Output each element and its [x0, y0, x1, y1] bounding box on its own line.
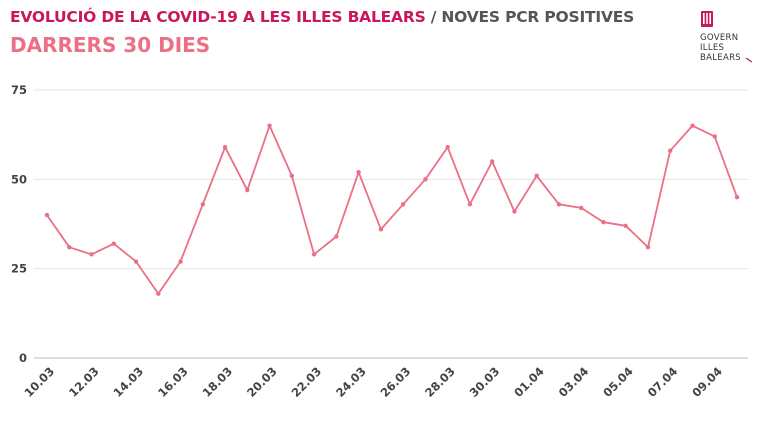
- data-point-0: [44, 212, 50, 218]
- x-tick-label-5: 20.03: [244, 364, 280, 400]
- data-point-3: [111, 241, 116, 246]
- x-tick-label-15: 09.04: [689, 364, 725, 400]
- data-point-10: [267, 123, 272, 128]
- chart-title: EVOLUCIÓ DE LA COVID-19 A LES ILLES BALE…: [10, 8, 634, 26]
- data-point-15: [378, 227, 384, 232]
- data-point-31: [734, 195, 740, 200]
- data-point-1: [67, 245, 72, 250]
- data-point-29: [690, 123, 695, 128]
- x-tick-label-1: 12.03: [66, 364, 102, 400]
- data-point-11: [289, 173, 295, 178]
- data-point-5: [156, 291, 161, 296]
- govern-logo: GOVERN ILLES BALEARS: [700, 10, 762, 66]
- coat-of-arms-icon: [701, 11, 713, 27]
- data-point-6: [178, 259, 183, 264]
- data-point-18: [445, 144, 450, 150]
- data-point-8: [222, 144, 228, 150]
- x-tick-label-12: 03.04: [556, 364, 592, 400]
- data-point-21: [512, 209, 517, 214]
- x-tick-label-3: 16.03: [155, 364, 191, 400]
- logo-line-3: BALEARS: [700, 53, 741, 63]
- title-sub: NOVES PCR POSITIVES: [441, 8, 635, 26]
- y-tick-label-3: 75: [11, 83, 27, 97]
- data-point-22: [534, 173, 539, 178]
- logo-text: GOVERN ILLES BALEARS: [700, 33, 741, 63]
- data-point-7: [200, 202, 206, 207]
- data-point-23: [556, 202, 562, 207]
- data-point-16: [400, 202, 406, 207]
- data-point-17: [423, 177, 428, 182]
- data-point-26: [623, 223, 628, 228]
- y-tick-label-1: 25: [11, 262, 27, 276]
- title-main: EVOLUCIÓ DE LA COVID-19 A LES ILLES BALE…: [10, 8, 426, 26]
- x-tick-label-8: 26.03: [378, 364, 414, 400]
- data-point-20: [489, 159, 495, 164]
- x-tick-label-0: 10.03: [21, 364, 57, 400]
- data-point-24: [578, 205, 584, 211]
- x-tick-label-14: 07.04: [645, 364, 681, 400]
- title-separator: /: [425, 8, 442, 26]
- chart-subtitle: DARRERS 30 DIES: [10, 33, 211, 57]
- data-point-14: [356, 169, 361, 175]
- logo-line-1: GOVERN: [700, 33, 739, 43]
- x-tick-label-7: 24.03: [333, 364, 369, 400]
- y-tick-label-0: 0: [19, 351, 27, 365]
- data-point-30: [712, 134, 717, 139]
- x-tick-label-9: 28.03: [422, 364, 458, 400]
- data-point-13: [334, 234, 339, 239]
- x-tick-label-10: 30.03: [467, 364, 503, 400]
- y-tick-label-2: 50: [11, 172, 27, 186]
- x-tick-label-4: 18.03: [200, 364, 236, 400]
- data-point-25: [601, 220, 606, 225]
- logo-underline-mark: [745, 57, 753, 63]
- series-line: [46, 124, 738, 295]
- logo-line-2: ILLES: [700, 43, 725, 53]
- data-point-27: [645, 245, 651, 250]
- x-tick-label-11: 01.04: [511, 364, 547, 400]
- x-tick-label-13: 05.04: [600, 364, 636, 400]
- data-point-2: [89, 252, 94, 257]
- data-point-19: [467, 202, 473, 207]
- x-tick-label-2: 14.03: [111, 364, 147, 400]
- data-point-12: [311, 252, 317, 257]
- x-tick-label-6: 22.03: [289, 364, 325, 400]
- data-point-9: [245, 187, 250, 193]
- data-point-4: [133, 259, 139, 264]
- data-point-28: [668, 148, 673, 153]
